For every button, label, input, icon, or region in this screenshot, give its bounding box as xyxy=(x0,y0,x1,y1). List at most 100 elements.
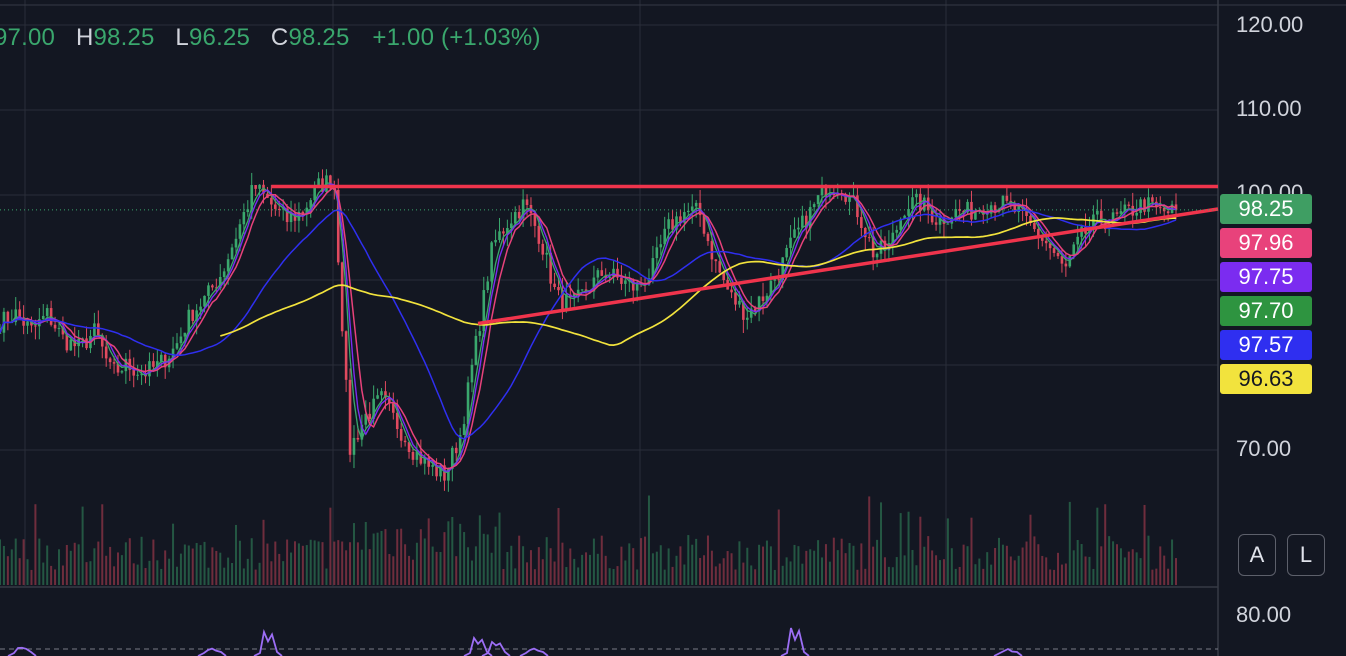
oscillator-line xyxy=(780,627,810,656)
candle-body xyxy=(152,361,155,367)
volume-bar xyxy=(411,559,414,585)
volume-bar xyxy=(895,557,898,585)
volume-bar xyxy=(915,565,918,585)
candle-body xyxy=(549,252,552,284)
volume-bar xyxy=(1096,507,1099,585)
volume-bar xyxy=(349,542,352,585)
volume-bar xyxy=(919,516,922,585)
volume-bar xyxy=(360,549,363,585)
candle-body xyxy=(285,208,289,223)
candle-body xyxy=(183,332,187,337)
volume-bar xyxy=(730,553,733,585)
candle-body xyxy=(277,208,281,210)
volume-bar xyxy=(722,558,725,585)
candle-body xyxy=(466,382,470,425)
candle-body xyxy=(891,232,895,244)
volume-bar xyxy=(1080,544,1083,585)
candle-body xyxy=(1151,197,1154,202)
volume-bar xyxy=(408,555,411,585)
volume-bar xyxy=(455,556,458,585)
candle-body xyxy=(777,279,781,281)
volume-bar xyxy=(116,552,119,585)
log-scale-button[interactable]: L xyxy=(1287,534,1325,576)
candle-body xyxy=(903,215,906,219)
volume-bar xyxy=(345,550,348,585)
volume-bar xyxy=(990,564,993,585)
candle-body xyxy=(1096,210,1099,215)
candle-body xyxy=(604,275,607,278)
volume-bar xyxy=(69,550,72,585)
candle-body xyxy=(297,211,301,221)
volume-bar xyxy=(935,555,938,585)
volume-bar xyxy=(616,566,619,585)
candle-body xyxy=(140,374,143,376)
volume-bar xyxy=(600,535,603,585)
candle-body xyxy=(624,280,627,284)
candle-body xyxy=(946,223,950,225)
candle-body xyxy=(718,261,722,273)
volume-bar xyxy=(467,547,470,585)
volume-bar xyxy=(703,555,706,585)
candle-body xyxy=(659,244,663,248)
volume-bar xyxy=(840,538,843,585)
volume-bar xyxy=(1175,558,1177,585)
volume-bar xyxy=(1167,568,1170,585)
volume-bar xyxy=(526,562,529,585)
volume-bar xyxy=(1033,536,1036,585)
candle-body xyxy=(722,272,725,281)
volume-bar xyxy=(1072,550,1075,585)
candle-body xyxy=(250,185,254,210)
volume-bar xyxy=(254,569,257,585)
candle-body xyxy=(69,339,73,351)
oscillator-line xyxy=(519,647,549,656)
volume-bar xyxy=(459,523,462,585)
close-label: C xyxy=(270,24,289,51)
volume-bar xyxy=(113,566,116,585)
candle-body xyxy=(883,240,887,251)
candle-body xyxy=(592,277,596,292)
volume-bar xyxy=(797,546,800,585)
candle-body xyxy=(612,268,615,277)
candle-body xyxy=(565,294,568,310)
volume-bar xyxy=(6,556,9,585)
low-value: 96.25 xyxy=(188,24,251,51)
volume-bar xyxy=(1123,557,1126,585)
candle-body xyxy=(576,289,580,294)
volume-bar xyxy=(148,560,151,585)
candle-body xyxy=(761,296,765,301)
volume-bar xyxy=(54,569,57,585)
volume-bar xyxy=(541,559,544,585)
candle-body xyxy=(989,205,993,214)
candle-body xyxy=(974,210,977,220)
volume-bar xyxy=(608,568,611,585)
volume-bar xyxy=(132,563,135,585)
volume-bar xyxy=(832,537,835,585)
candle-body xyxy=(175,343,179,349)
volume-bar xyxy=(423,538,426,585)
candle-body xyxy=(667,219,670,229)
close-value: 98.25 xyxy=(288,24,350,51)
candle-body xyxy=(899,218,902,230)
volume-bar xyxy=(325,568,328,585)
volume-bar xyxy=(124,542,127,585)
candle-body xyxy=(871,237,875,258)
volume-bar xyxy=(231,562,234,585)
candle-body xyxy=(340,262,344,332)
volume-bar xyxy=(270,561,273,585)
auto-scale-button[interactable]: A xyxy=(1238,534,1276,576)
volume-bar xyxy=(998,537,1001,585)
ma-fast-line xyxy=(0,185,1177,470)
volume-bar xyxy=(946,518,949,585)
volume-bar xyxy=(46,545,49,585)
volume-bar xyxy=(1064,563,1067,585)
volume-bar xyxy=(419,529,422,585)
candle-body xyxy=(596,270,600,278)
volume-bar xyxy=(1049,569,1052,585)
oscillator-line xyxy=(197,647,227,656)
candle-body xyxy=(1044,240,1048,244)
candle-body xyxy=(557,286,560,291)
candle-body xyxy=(525,199,529,205)
volume-bar xyxy=(215,550,218,585)
candle-body xyxy=(211,285,214,288)
